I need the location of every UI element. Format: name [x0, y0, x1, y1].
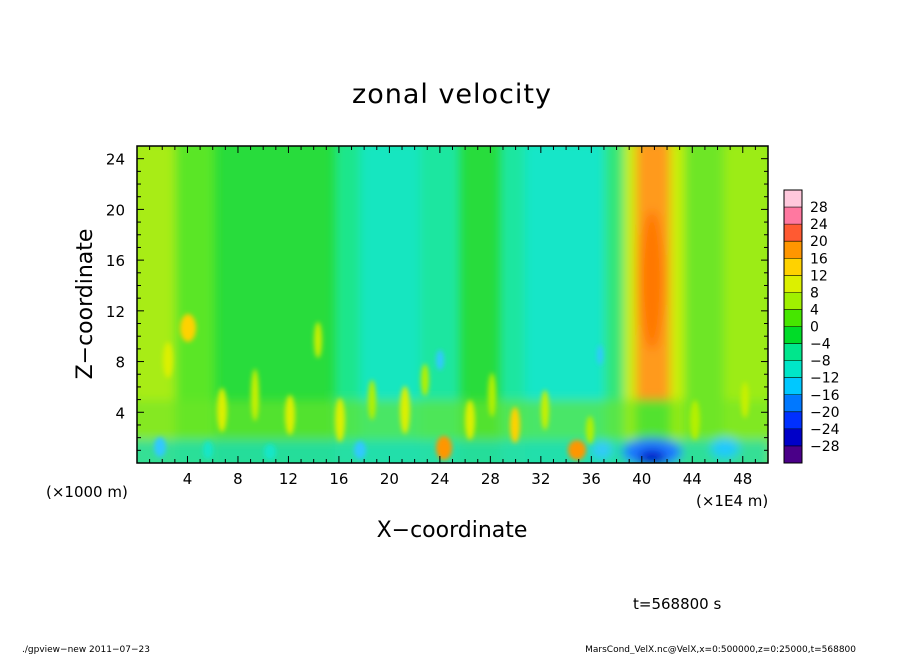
colorbar-label: −8 — [810, 354, 831, 370]
time-annotation: t=568800 s — [633, 595, 721, 613]
x-axis: 4 8 12 16 20 24 28 32 36 40 44 48 — [149, 146, 756, 488]
x-unit-label: (×1E4 m) — [696, 492, 768, 510]
y-tick-label: 8 — [115, 354, 125, 372]
footer-right: MarsCond_VelX.nc@VelX,x=0:500000,z=0:250… — [585, 645, 856, 654]
x-tick-label: 24 — [430, 470, 449, 488]
x-tick-label: 20 — [380, 470, 399, 488]
x-tick-label: 8 — [233, 470, 243, 488]
colorbar-swatch — [784, 326, 802, 344]
colorbar-label: 8 — [810, 285, 819, 301]
colorbar-label: 20 — [810, 234, 828, 250]
colorbar-swatch — [784, 258, 802, 276]
y-tick-label: 12 — [106, 303, 125, 321]
colorbar-swatch — [784, 207, 802, 225]
colorbar-swatch — [784, 343, 802, 361]
colorbar-swatch — [784, 241, 802, 259]
colorbar-label: −28 — [810, 439, 840, 455]
x-tick-label: 40 — [632, 470, 651, 488]
y-tick-label: 4 — [115, 404, 125, 422]
colorbar-label: 0 — [810, 320, 819, 336]
x-tick-label: 48 — [733, 470, 752, 488]
colorbar-swatch — [784, 292, 802, 310]
x-tick-label: 12 — [279, 470, 298, 488]
footer-left: ./gpview−new 2011−07−23 — [22, 645, 150, 654]
colorbar-label: −4 — [810, 337, 831, 353]
colorbar-label: 4 — [810, 302, 819, 318]
y-tick-label: 20 — [106, 201, 125, 219]
colorbar-label: 24 — [810, 217, 828, 233]
colorbar-label: −24 — [810, 422, 840, 438]
heatmap-field — [137, 146, 768, 463]
colorbar-label: 28 — [810, 200, 828, 216]
x-tick-label: 32 — [531, 470, 550, 488]
colorbar-label: −12 — [810, 371, 840, 387]
colorbar-swatch — [784, 309, 802, 327]
colorbar-label: −16 — [810, 388, 840, 404]
y-unit-label: (×1000 m) — [46, 483, 128, 501]
colorbar-swatch — [784, 428, 802, 447]
colorbar-label: 16 — [810, 251, 828, 267]
x-tick-label: 16 — [329, 470, 348, 488]
colorbar-swatch — [784, 411, 802, 430]
colorbar-swatch — [784, 275, 802, 293]
colorbar-label: −20 — [810, 405, 840, 421]
x-tick-label: 4 — [183, 470, 193, 488]
y-axis-label: Z−coordinate — [73, 229, 98, 380]
x-tick-label: 28 — [481, 470, 500, 488]
x-tick-label: 36 — [582, 470, 601, 488]
y-tick-label: 24 — [106, 151, 125, 169]
y-axis: 4 8 12 16 20 24 — [106, 151, 768, 451]
colorbar-swatch — [784, 190, 802, 208]
chart-title: zonal velocity — [352, 79, 552, 110]
colorbar-label: 12 — [810, 268, 828, 284]
colorbar-swatch — [784, 377, 802, 396]
y-tick-label: 16 — [106, 252, 125, 270]
colorbar-swatch — [784, 360, 802, 378]
x-axis-label: X−coordinate — [377, 518, 528, 543]
colorbar-swatch — [784, 224, 802, 242]
colorbar-swatch — [784, 394, 802, 413]
colorbar-swatch — [784, 445, 802, 464]
x-tick-label: 44 — [683, 470, 702, 488]
